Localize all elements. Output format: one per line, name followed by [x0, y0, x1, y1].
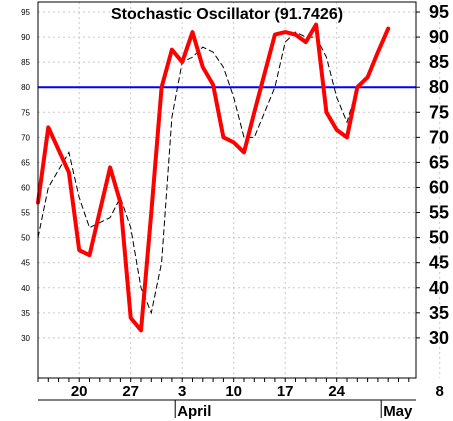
y-tick-label-left: 30	[21, 334, 30, 343]
y-tick-label-right: 85	[429, 52, 449, 72]
x-tick-label: 3	[178, 383, 186, 400]
y-tick-label-right: 30	[429, 328, 449, 348]
y-tick-label-left: 80	[21, 83, 30, 92]
y-axis: 30 30 35 35 40 40 45 45 50 50 55 55 60 60 65 65 70 70 75 75…	[21, 2, 449, 348]
y-tick-label-right: 45	[429, 253, 449, 273]
x-tick-label: 8	[436, 383, 444, 400]
y-tick-label-left: 50	[21, 234, 30, 243]
y-tick-label-right: 50	[429, 228, 449, 248]
y-tick-label-left: 60	[21, 183, 30, 192]
y-tick-label-right: 35	[429, 303, 449, 323]
y-tick-label-left: 45	[21, 259, 30, 268]
y-tick-label-left: 75	[21, 108, 30, 117]
month-label: May	[383, 403, 413, 420]
y-tick-label-right: 95	[429, 2, 449, 22]
y-tick-label-right: 55	[429, 203, 449, 223]
y-tick-label-right: 40	[429, 278, 449, 298]
y-tick-label-left: 90	[21, 33, 30, 42]
series-layer	[36, 22, 391, 333]
x-tick-label: 20	[71, 383, 88, 400]
chart-title: Stochastic Oscillator (91.7426)	[111, 6, 343, 23]
y-tick-label-left: 65	[21, 158, 30, 167]
y-tick-label-right: 60	[429, 177, 449, 197]
y-tick-label-left: 70	[21, 133, 30, 142]
y-tick-label-left: 55	[21, 209, 30, 218]
y-tick-label-right: 90	[429, 27, 449, 47]
plot-frame	[37, 1, 417, 379]
x-tick-label: 10	[225, 383, 242, 400]
y-tick-label-right: 70	[429, 127, 449, 147]
y-tick-label-right: 65	[429, 152, 449, 172]
x-tick-label: 17	[277, 383, 294, 400]
series-line-solid	[36, 22, 391, 333]
y-tick-label-left: 40	[21, 284, 30, 293]
y-tick-label-left: 35	[21, 309, 30, 318]
x-tick-label: 27	[122, 383, 139, 400]
y-tick-label-left: 85	[21, 58, 30, 67]
month-label: April	[177, 403, 211, 420]
y-tick-label-left: 95	[21, 8, 30, 17]
x-axis: 20273101724815AprilMay	[37, 378, 444, 420]
y-tick-label-right: 80	[429, 77, 449, 97]
y-tick-label-right: 75	[429, 102, 449, 122]
x-tick-label: 24	[328, 383, 345, 400]
